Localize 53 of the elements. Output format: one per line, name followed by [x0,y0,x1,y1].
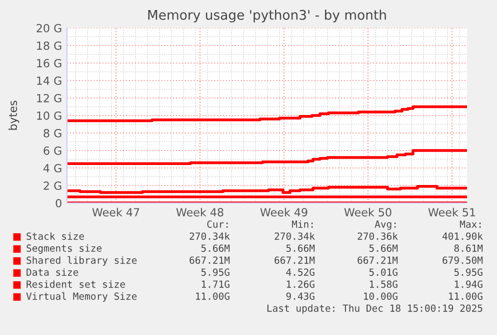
text: 5.66M [369,244,398,252]
x-tick-label: Week 51 [428,208,476,216]
x-tick-label: Week 50 [344,208,392,216]
y-tick-label: 0 [56,198,62,208]
text: Cur: [207,220,228,228]
legend-label: Data size [26,268,78,276]
y-tick-label: 2 G [44,181,62,190]
y-tick-label: 18 G [37,41,62,50]
text: 270.36k [358,232,398,240]
text: 1.58G [370,280,398,288]
text: 9.43G [286,292,314,300]
text: 8.61M [454,244,483,252]
text: 679.50M [442,256,483,264]
legend-label: Stack size [26,232,84,240]
y-tick-label: 10 G [37,111,62,120]
x-tick-label: Week 47 [92,208,140,216]
y-tick-label: 4 G [43,164,62,172]
text: 1.71G [202,280,230,288]
text: Max: [460,220,481,228]
text: 10.00G [364,292,398,300]
text: 1.94G [454,280,482,288]
y-tick-label: 16 G [37,58,62,68]
text: Last update: Thu Dec 18 15:00:19 2025 [267,304,482,314]
y-tick-label: 20 G [36,24,62,32]
y-tick-label: 8 G [44,128,62,138]
text: 667.21M [190,256,230,264]
y-tick-label: 14 G [37,76,62,85]
y-axis-title: bytes [8,100,20,130]
text: 11.00G [196,292,230,300]
legend-label: Virtual Memory Size [26,292,137,302]
text: 1.26G [286,280,314,288]
text: 5.66M [286,244,315,252]
text: Min: [292,220,313,228]
y-tick-label: 12 G [37,94,62,102]
text: 667.21M [274,256,315,264]
text: 5.01G [369,268,398,276]
text: 401.90k [442,232,483,240]
legend-label: Segments size [26,244,102,254]
x-tick-label: Week 48 [176,208,224,216]
text: 5.66M [201,244,230,252]
text: 270.34k [190,232,230,240]
text: 667.21M [358,256,398,264]
text: 11.00G [449,292,482,300]
x-tick-label: Week 49 [260,208,308,216]
text: 5.95G [454,268,482,276]
text: Avg: [374,220,396,230]
legend-label: Resident set size [26,280,125,288]
legend-label: Shared library size [26,256,137,266]
text: 5.95G [201,268,230,276]
text: 4.52G [286,268,314,276]
y-tick-label: 6 G [44,146,62,155]
text: 270.34k [274,232,315,240]
chart-title: Memory usage 'python3' - by month [148,10,386,22]
